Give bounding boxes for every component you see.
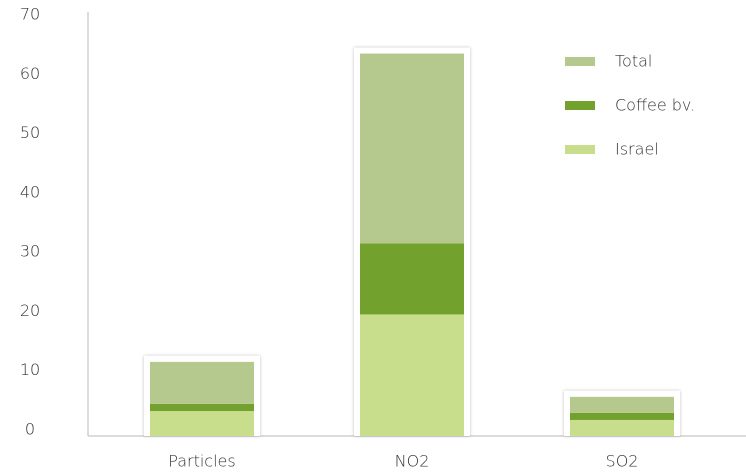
bar-segment bbox=[570, 419, 674, 436]
y-tick-label: 30 bbox=[20, 242, 40, 261]
x-tick-label: NO2 bbox=[395, 452, 430, 471]
bar-segment bbox=[570, 412, 674, 420]
bar-segment bbox=[150, 403, 254, 412]
x-tick-label: SO2 bbox=[606, 452, 639, 471]
bar-segment bbox=[150, 411, 254, 436]
x-tick-label: Particles bbox=[168, 452, 235, 471]
legend-swatch bbox=[565, 145, 595, 154]
bar-segment bbox=[150, 361, 254, 404]
y-tick-label: 70 bbox=[20, 5, 40, 24]
y-tick-label: 20 bbox=[20, 301, 40, 320]
bar-segment bbox=[360, 314, 464, 436]
legend-label: Israel bbox=[615, 140, 659, 159]
y-tick-label: 60 bbox=[20, 64, 40, 83]
legend-swatch bbox=[565, 57, 595, 66]
bar-segment bbox=[360, 243, 464, 315]
legend-label: Coffee bv. bbox=[615, 96, 695, 115]
bar-segment bbox=[570, 396, 674, 413]
y-tick-label: 50 bbox=[20, 123, 40, 142]
bar-segment bbox=[360, 53, 464, 244]
legend-swatch bbox=[565, 101, 595, 110]
y-tick-label: 40 bbox=[20, 182, 40, 201]
legend-label: Total bbox=[615, 52, 652, 71]
y-tick-label: 10 bbox=[20, 360, 40, 379]
y-tick-label: 0 bbox=[25, 420, 35, 439]
